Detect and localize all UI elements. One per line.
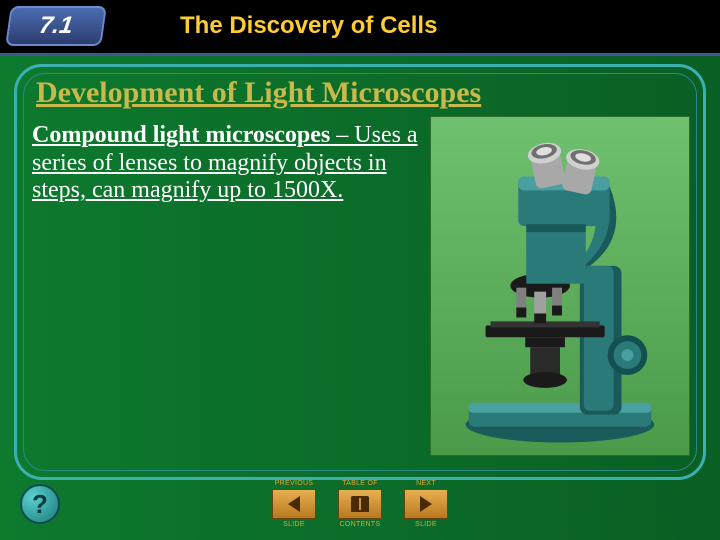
nav-label: PREVIOUS xyxy=(275,480,314,487)
header-bar: 7.1 The Discovery of Cells xyxy=(0,0,720,56)
nav-row: PREVIOUS SLIDE TABLE OF CONTENTS NEXT SL… xyxy=(266,480,454,528)
nav-label: CONTENTS xyxy=(340,521,381,528)
header-title: The Discovery of Cells xyxy=(180,12,437,40)
microscope-image xyxy=(430,116,690,456)
microscope-icon xyxy=(431,117,689,454)
body-text: Compound light microscopes – Uses a seri… xyxy=(32,122,432,205)
nav-label: NEXT xyxy=(416,480,436,487)
slide-title: Development of Light Microscopes xyxy=(36,76,481,110)
table-of-contents-button[interactable]: TABLE OF CONTENTS xyxy=(332,480,388,528)
nav-label: SLIDE xyxy=(415,521,437,528)
section-badge: 7.1 xyxy=(5,6,107,46)
nav-label: TABLE OF xyxy=(342,480,378,487)
book-icon xyxy=(338,489,382,519)
next-slide-button[interactable]: NEXT SLIDE xyxy=(398,480,454,528)
body-bold-term: Compound light microscopes xyxy=(32,122,330,148)
arrow-right-icon xyxy=(404,489,448,519)
help-icon: ? xyxy=(32,489,48,520)
arrow-left-icon xyxy=(272,489,316,519)
section-number: 7.1 xyxy=(37,12,74,40)
slide-root: 7.1 The Discovery of Cells Development o… xyxy=(0,0,720,540)
previous-slide-button[interactable]: PREVIOUS SLIDE xyxy=(266,480,322,528)
nav-label: SLIDE xyxy=(283,521,305,528)
help-button[interactable]: ? xyxy=(20,484,60,524)
